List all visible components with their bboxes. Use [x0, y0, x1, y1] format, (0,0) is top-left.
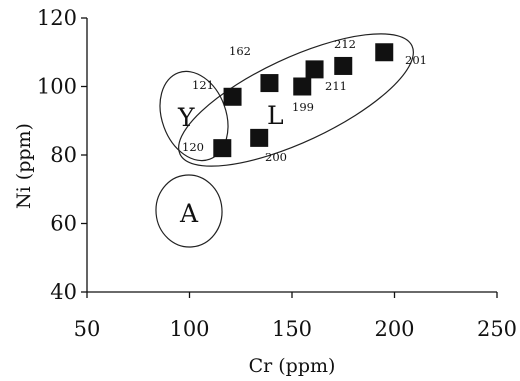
point-label-201: 201 [405, 53, 427, 67]
x-tick-label: 200 [374, 317, 414, 341]
point-label-121: 121 [192, 78, 214, 92]
data-point-200 [250, 128, 269, 147]
y-tick-label: 60 [50, 212, 77, 236]
y-tick-label: 80 [50, 143, 77, 167]
data-point-212 [334, 56, 353, 75]
group-label-a: A [179, 199, 199, 228]
y-tick-label: 120 [37, 6, 77, 30]
x-tick-label: 150 [272, 317, 312, 341]
group-label-l: L [267, 101, 284, 130]
point-labels: 120 121 200 162 199 211 212 201 [182, 37, 427, 164]
point-label-212: 212 [334, 37, 356, 51]
point-label-199: 199 [292, 100, 314, 114]
x-tick-label: 250 [477, 317, 517, 341]
group-ellipse-a [155, 174, 223, 248]
data-point-201 [375, 43, 394, 62]
point-label-120: 120 [182, 140, 204, 154]
point-label-200: 200 [265, 150, 287, 164]
point-label-211: 211 [325, 79, 347, 93]
data-point-121 [223, 87, 242, 106]
x-tick-label: 50 [74, 317, 101, 341]
data-markers [213, 43, 394, 158]
data-point-120 [213, 139, 232, 158]
group-label-y: Y [177, 103, 195, 132]
y-tick-label: 40 [50, 280, 77, 304]
data-point-211 [305, 60, 324, 79]
group-labels: L Y A [177, 101, 284, 228]
data-point-199 [293, 77, 312, 96]
x-tick-label: 100 [169, 317, 209, 341]
y-axis-title: Ni (ppm) [13, 123, 35, 209]
ticks: 50 100 150 200 250 40 60 80 100 120 [37, 6, 517, 341]
group-ellipse-l [178, 33, 414, 167]
axes [86, 18, 497, 293]
x-axis-title: Cr (ppm) [249, 355, 336, 377]
data-point-162 [260, 74, 279, 93]
point-label-162: 162 [229, 44, 251, 58]
y-tick-label: 100 [37, 75, 77, 99]
